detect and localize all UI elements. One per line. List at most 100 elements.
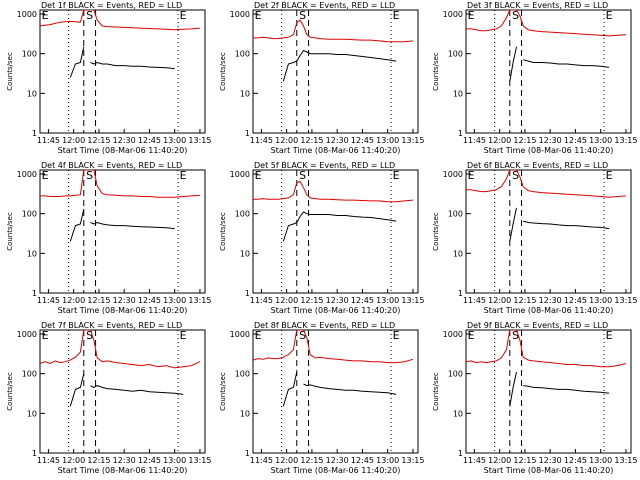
x-tick-label: 13:00 — [589, 136, 612, 145]
x-tick-label: 12:15 — [87, 136, 110, 145]
data-line — [466, 10, 626, 37]
y-tick-label: 1000 — [230, 170, 250, 179]
x-tick-label: 12:15 — [513, 136, 536, 145]
y-tick-label: 1000 — [443, 330, 463, 339]
y-axis-label: Counts/sec — [219, 52, 227, 91]
x-tick-label: 13:15 — [614, 456, 637, 465]
panel-title: Det 3f BLACK = Events, RED = LLD — [467, 1, 608, 10]
x-axis-label: Start Time (08-Mar-06 11:40:20) — [484, 466, 614, 475]
y-tick-label: 10 — [240, 249, 250, 258]
y-axis-label: Counts/sec — [6, 52, 14, 91]
plot-frame — [252, 169, 419, 294]
y-axis-label: Counts/sec — [432, 212, 440, 251]
annotation: E — [255, 9, 262, 22]
x-tick-label: 12:30 — [113, 456, 136, 465]
y-tick-label: 100 — [22, 370, 37, 379]
y-axis-label: Counts/sec — [432, 52, 440, 91]
x-tick-label: 12:45 — [138, 456, 161, 465]
panel-title: Det 9f BLACK = Events, RED = LLD — [467, 321, 608, 330]
x-tick-label: 12:45 — [351, 136, 374, 145]
x-tick-label: 13:00 — [589, 296, 612, 305]
data-line — [69, 373, 184, 407]
y-tick-label: 1 — [458, 449, 463, 458]
plot-frame — [39, 169, 206, 294]
data-line — [69, 208, 175, 242]
y-tick-label: 1000 — [230, 10, 250, 19]
plot-frame — [252, 9, 419, 134]
annotation: E — [180, 329, 187, 342]
y-tick-label: 10 — [453, 89, 463, 98]
x-tick-label: 13:00 — [376, 456, 399, 465]
panel: Det 4f BLACK = Events, RED = LLD Start Ti… — [6, 161, 211, 315]
x-tick-label: 11:45 — [463, 456, 486, 465]
panel: Det 8f BLACK = Events, RED = LLD Start Ti… — [219, 321, 424, 475]
y-tick-label: 100 — [22, 50, 37, 59]
y-tick-label: 1 — [32, 129, 37, 138]
panel-title: Det 4f BLACK = Events, RED = LLD — [41, 161, 182, 170]
x-tick-label: 12:45 — [138, 296, 161, 305]
y-tick-label: 1000 — [443, 170, 463, 179]
panel: Det 1f BLACK = Events, RED = LLD Start Ti… — [6, 1, 211, 155]
x-tick-label: 12:45 — [564, 296, 587, 305]
annotation: E — [180, 169, 187, 182]
panel: Det 7f BLACK = Events, RED = LLD Start Ti… — [6, 321, 211, 475]
panel: Det 2f BLACK = Events, RED = LLD Start Ti… — [219, 1, 424, 155]
x-tick-label: 12:00 — [275, 456, 298, 465]
x-tick-label: 12:30 — [113, 296, 136, 305]
x-tick-label: 13:00 — [376, 296, 399, 305]
annotation: E — [606, 169, 613, 182]
y-axis-label: Counts/sec — [219, 212, 227, 251]
x-tick-label: 12:30 — [539, 136, 562, 145]
annotation: S — [86, 169, 93, 182]
x-tick-label: 12:30 — [539, 456, 562, 465]
y-axis-label: Counts/sec — [219, 372, 227, 411]
x-tick-label: 13:00 — [163, 456, 186, 465]
y-tick-label: 100 — [448, 50, 463, 59]
data-line — [282, 211, 397, 242]
y-tick-label: 1000 — [230, 330, 250, 339]
annotation: E — [255, 329, 262, 342]
x-tick-label: 12:15 — [300, 136, 323, 145]
x-tick-label: 13:15 — [401, 136, 424, 145]
panel-title: Det 6f BLACK = Events, RED = LLD — [467, 161, 608, 170]
annotation: S — [512, 169, 519, 182]
annotation: E — [393, 169, 400, 182]
y-tick-label: 100 — [448, 210, 463, 219]
y-axis-label: Counts/sec — [6, 372, 14, 411]
annotation: E — [42, 329, 49, 342]
panel-title: Det 8f BLACK = Events, RED = LLD — [254, 321, 395, 330]
y-tick-label: 100 — [235, 370, 250, 379]
y-tick-label: 10 — [27, 409, 37, 418]
x-tick-label: 12:15 — [87, 296, 110, 305]
y-tick-label: 10 — [27, 249, 37, 258]
x-axis-label: Start Time (08-Mar-06 11:40:20) — [271, 146, 401, 155]
y-tick-label: 1 — [245, 289, 250, 298]
y-tick-label: 10 — [240, 89, 250, 98]
y-axis-label: Counts/sec — [432, 372, 440, 411]
plot-frame — [39, 9, 206, 134]
annotation: E — [606, 329, 613, 342]
x-tick-label: 11:45 — [250, 456, 273, 465]
x-tick-label: 11:45 — [37, 296, 60, 305]
x-tick-label: 11:45 — [250, 296, 273, 305]
y-tick-label: 1000 — [17, 170, 37, 179]
y-tick-label: 1 — [245, 129, 250, 138]
plot-frame — [465, 329, 632, 454]
annotation: E — [468, 169, 475, 182]
x-tick-label: 12:15 — [513, 456, 536, 465]
x-axis-label: Start Time (08-Mar-06 11:40:20) — [58, 146, 188, 155]
annotation: E — [180, 9, 187, 22]
panel-title: Det 1f BLACK = Events, RED = LLD — [41, 1, 182, 10]
annotation: E — [42, 9, 49, 22]
x-tick-label: 12:30 — [113, 136, 136, 145]
data-line — [40, 10, 200, 31]
data-line — [40, 170, 200, 198]
panel-title: Det 2f BLACK = Events, RED = LLD — [254, 1, 395, 10]
plot-frame — [465, 169, 632, 294]
data-line — [466, 170, 626, 198]
y-tick-label: 10 — [453, 409, 463, 418]
annotation: S — [86, 9, 93, 22]
plot-frame — [252, 329, 419, 454]
x-tick-label: 13:15 — [614, 136, 637, 145]
